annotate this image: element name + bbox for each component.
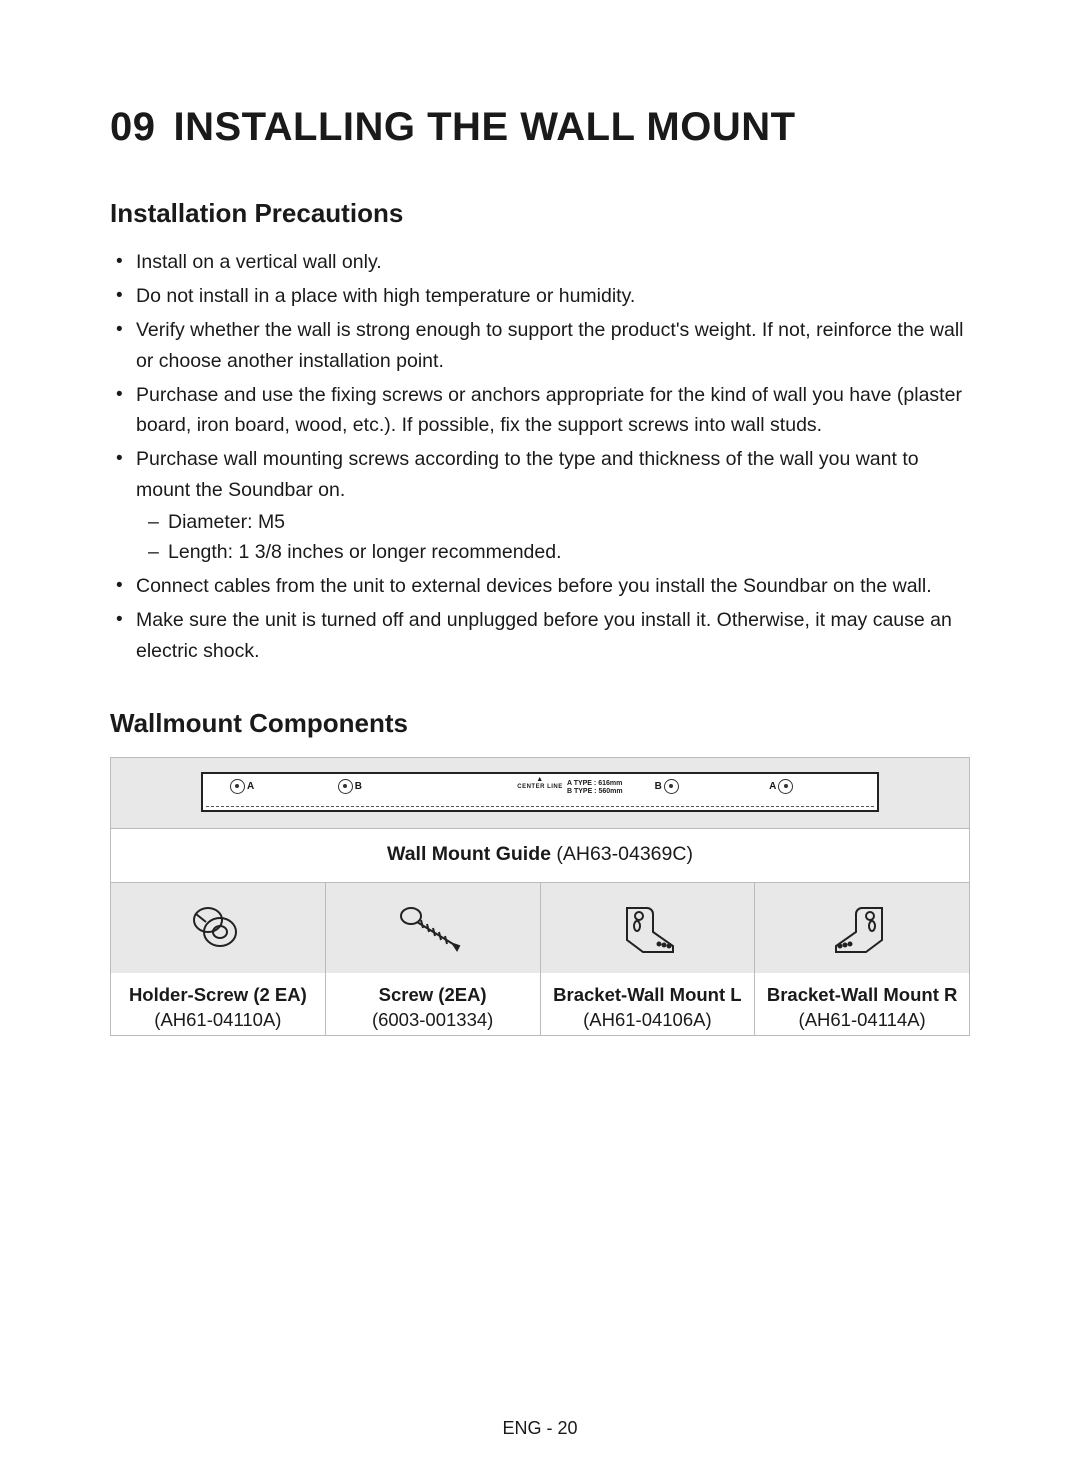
component-name: Screw (2EA) (330, 983, 536, 1008)
precautions-list: Install on a vertical wall only. Do not i… (110, 247, 970, 666)
precaution-item: Make sure the unit is turned off and unp… (110, 605, 970, 665)
component-image (326, 883, 540, 973)
a-type-dim: A TYPE : 616mm (567, 780, 623, 788)
component-part-number: (AH61-04110A) (115, 1008, 321, 1033)
component-name: Holder-Screw (2 EA) (115, 983, 321, 1008)
component-label: Holder-Screw (2 EA)(AH61-04110A) (111, 973, 325, 1035)
component-label: Bracket-Wall Mount R(AH61-04114A) (755, 973, 969, 1035)
component-cell: Bracket-Wall Mount R(AH61-04114A) (755, 883, 969, 1035)
component-part-number: (AH61-04114A) (759, 1008, 965, 1033)
precaution-item: Purchase wall mounting screws according … (110, 444, 970, 567)
component-cell: Screw (2EA)(6003-001334) (326, 883, 541, 1035)
chapter-title-text: INSTALLING THE WALL MOUNT (174, 105, 796, 149)
guide-caption-part: (AH63-04369C) (556, 843, 693, 865)
section-installation-precautions: Installation Precautions (110, 198, 970, 229)
chapter-number: 09 (110, 105, 156, 149)
component-image (111, 883, 325, 973)
section-wallmount-components: Wallmount Components (110, 708, 970, 739)
screw-icon (393, 900, 473, 956)
components-box: CENTER LINE A TYPE : 616mm B TYPE : 560m… (110, 757, 970, 1036)
precaution-item: Purchase and use the fixing screws or an… (110, 380, 970, 440)
component-part-number: (6003-001334) (330, 1008, 536, 1033)
precaution-item: Verify whether the wall is strong enough… (110, 315, 970, 375)
wall-mount-guide-illustration: CENTER LINE A TYPE : 616mm B TYPE : 560m… (111, 758, 969, 829)
precaution-subitem: Length: 1 3/8 inches or longer recommend… (136, 537, 970, 567)
component-name: Bracket-Wall Mount L (545, 983, 751, 1008)
component-name: Bracket-Wall Mount R (759, 983, 965, 1008)
holder-screw-icon (178, 900, 258, 956)
precaution-subitem: Diameter: M5 (136, 507, 970, 537)
component-label: Screw (2EA)(6003-001334) (326, 973, 540, 1035)
precaution-item: Install on a vertical wall only. (110, 247, 970, 277)
guide-mark: B (655, 779, 679, 794)
component-cell: Bracket-Wall Mount L(AH61-04106A) (541, 883, 756, 1035)
component-image (755, 883, 969, 973)
guide-caption-name: Wall Mount Guide (387, 843, 551, 865)
component-part-number: (AH61-04106A) (545, 1008, 751, 1033)
bracket-l-icon (607, 900, 687, 956)
guide-mark: B (338, 779, 362, 794)
components-grid: Holder-Screw (2 EA)(AH61-04110A)Screw (2… (111, 883, 969, 1035)
bracket-r-icon (822, 900, 902, 956)
b-type-dim: B TYPE : 560mm (567, 788, 623, 796)
precaution-item: Do not install in a place with high temp… (110, 281, 970, 311)
guide-mark: A (230, 779, 254, 794)
guide-mark: A (769, 779, 793, 794)
page-footer: ENG - 20 (0, 1418, 1080, 1439)
precaution-item: Connect cables from the unit to external… (110, 571, 970, 601)
type-dimensions: A TYPE : 616mm B TYPE : 560mm (567, 780, 623, 797)
precaution-sublist: Diameter: M5Length: 1 3/8 inches or long… (136, 507, 970, 567)
center-line-label: CENTER LINE (517, 776, 563, 790)
guide-strip: CENTER LINE A TYPE : 616mm B TYPE : 560m… (201, 772, 879, 812)
component-image (541, 883, 755, 973)
wall-mount-guide-caption: Wall Mount Guide (AH63-04369C) (111, 829, 969, 883)
component-label: Bracket-Wall Mount L(AH61-04106A) (541, 973, 755, 1035)
chapter-title: 09 INSTALLING THE WALL MOUNT (110, 105, 970, 150)
component-cell: Holder-Screw (2 EA)(AH61-04110A) (111, 883, 326, 1035)
